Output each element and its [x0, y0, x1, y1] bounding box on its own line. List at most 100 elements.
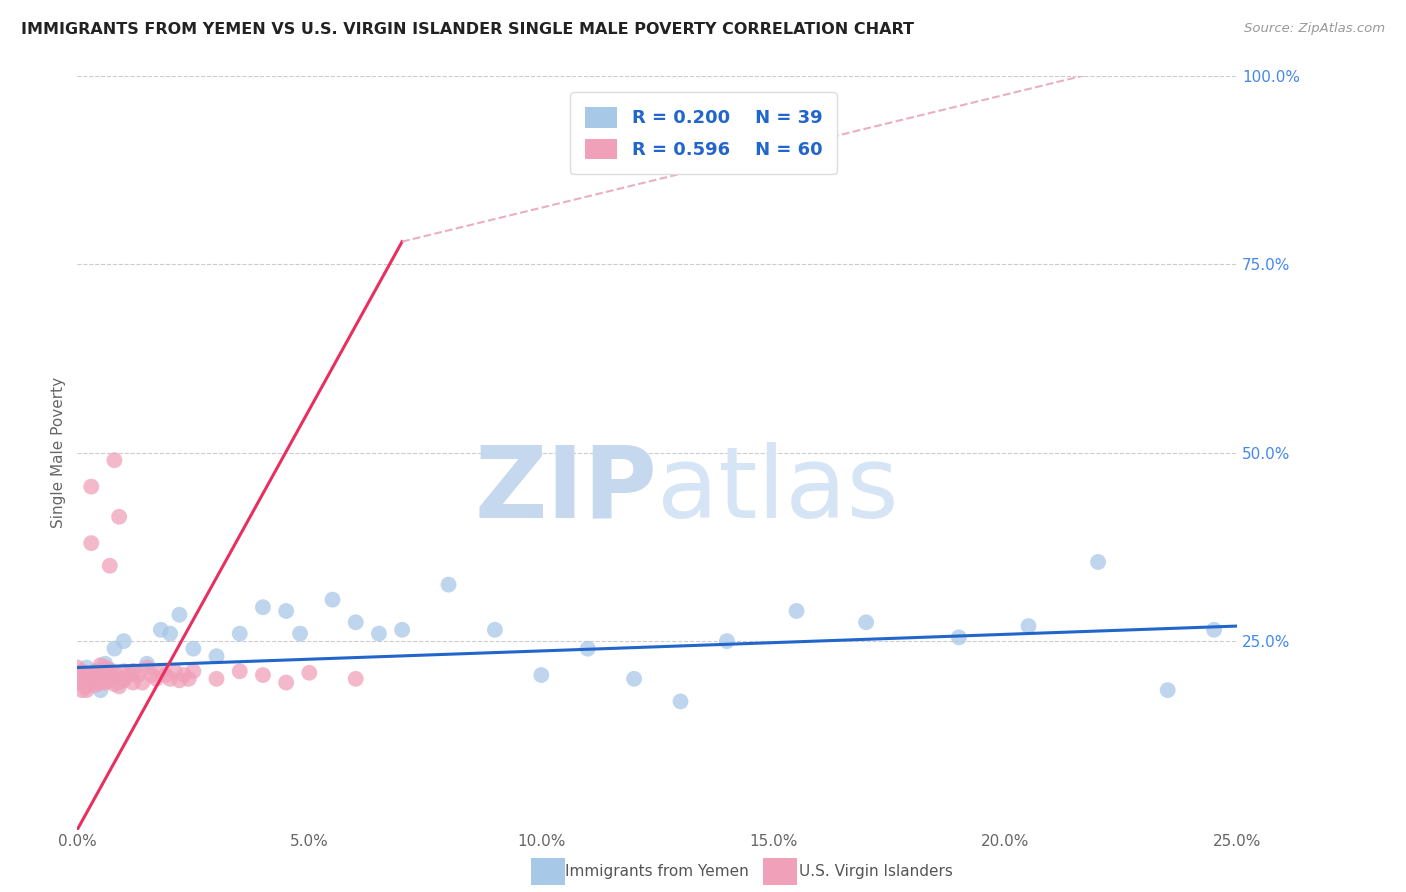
Point: [108, 675, 131, 690]
Point: [669, 694, 692, 708]
Point: [94, 660, 117, 674]
Point: [108, 672, 131, 686]
Point: [84, 674, 107, 689]
Point: [576, 641, 599, 656]
Point: [80, 536, 103, 550]
Point: [149, 623, 172, 637]
Point: [76, 672, 98, 686]
Point: [98, 668, 121, 682]
Point: [80, 480, 103, 494]
Point: [103, 665, 125, 680]
Point: [103, 453, 125, 467]
Point: [90, 665, 111, 680]
Point: [228, 665, 252, 679]
Point: [288, 626, 311, 640]
Point: [183, 665, 205, 679]
Point: [90, 675, 111, 690]
Point: [252, 668, 274, 682]
Y-axis label: Single Male Poverty: Single Male Poverty: [51, 377, 66, 528]
Point: [159, 672, 181, 686]
Point: [298, 665, 321, 680]
Point: [344, 672, 367, 686]
Point: [98, 673, 121, 688]
Text: Source: ZipAtlas.com: Source: ZipAtlas.com: [1244, 22, 1385, 36]
Point: [70, 668, 93, 682]
Point: [205, 672, 228, 686]
Point: [135, 657, 157, 671]
Point: [98, 663, 121, 677]
Point: [98, 558, 121, 573]
Point: [274, 675, 298, 690]
Point: [149, 665, 172, 679]
Point: [145, 672, 167, 686]
Point: [163, 665, 186, 679]
Point: [112, 665, 135, 679]
Point: [228, 626, 252, 640]
Point: [112, 634, 135, 648]
Point: [103, 641, 125, 656]
Point: [141, 668, 163, 682]
Point: [90, 658, 111, 673]
Point: [169, 673, 191, 688]
Point: [76, 683, 98, 698]
Point: [112, 673, 135, 688]
Point: [70, 672, 93, 686]
Point: [84, 665, 107, 679]
Point: [252, 600, 274, 615]
Point: [530, 668, 553, 682]
Point: [1202, 623, 1225, 637]
Point: [108, 679, 131, 693]
Point: [80, 675, 103, 690]
Point: [94, 668, 117, 682]
Point: [183, 641, 205, 656]
Point: [855, 615, 877, 630]
Point: [274, 604, 298, 618]
Point: [177, 672, 200, 686]
Point: [76, 660, 98, 674]
Point: [785, 604, 807, 618]
Point: [90, 670, 111, 684]
Point: [131, 675, 153, 690]
Legend: R = 0.200    N = 39, R = 0.596    N = 60: R = 0.200 N = 39, R = 0.596 N = 60: [571, 93, 837, 174]
Point: [1087, 555, 1109, 569]
Point: [122, 665, 145, 679]
Text: IMMIGRANTS FROM YEMEN VS U.S. VIRGIN ISLANDER SINGLE MALE POVERTY CORRELATION CH: IMMIGRANTS FROM YEMEN VS U.S. VIRGIN ISL…: [21, 22, 914, 37]
Text: Immigrants from Yemen: Immigrants from Yemen: [565, 864, 749, 879]
Point: [135, 660, 157, 674]
Point: [70, 665, 93, 680]
Point: [70, 675, 93, 690]
Point: [70, 665, 93, 679]
Point: [70, 683, 93, 698]
Point: [173, 668, 195, 682]
Point: [66, 660, 89, 674]
Text: U.S. Virgin Islanders: U.S. Virgin Islanders: [799, 864, 952, 879]
Point: [122, 665, 145, 679]
Point: [103, 677, 125, 691]
Point: [205, 649, 228, 664]
Point: [108, 509, 131, 524]
Point: [90, 683, 111, 698]
Point: [76, 679, 98, 693]
Point: [344, 615, 367, 630]
Point: [98, 668, 121, 682]
Point: [155, 668, 177, 682]
Point: [1156, 683, 1178, 698]
Point: [391, 623, 413, 637]
Point: [159, 626, 181, 640]
Text: ZIP: ZIP: [474, 442, 658, 539]
Text: atlas: atlas: [658, 442, 898, 539]
Point: [716, 634, 738, 648]
Point: [117, 668, 139, 682]
Point: [84, 678, 107, 692]
Point: [80, 668, 103, 682]
Point: [94, 675, 117, 690]
Point: [437, 577, 460, 591]
Point: [94, 657, 117, 671]
Point: [76, 668, 98, 682]
Point: [948, 631, 970, 645]
Point: [169, 607, 191, 622]
Point: [66, 672, 89, 686]
Point: [484, 623, 506, 637]
Point: [84, 665, 107, 679]
Point: [321, 592, 344, 607]
